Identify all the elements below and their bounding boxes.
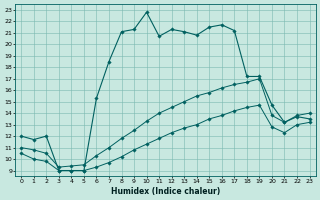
- X-axis label: Humidex (Indice chaleur): Humidex (Indice chaleur): [111, 187, 220, 196]
